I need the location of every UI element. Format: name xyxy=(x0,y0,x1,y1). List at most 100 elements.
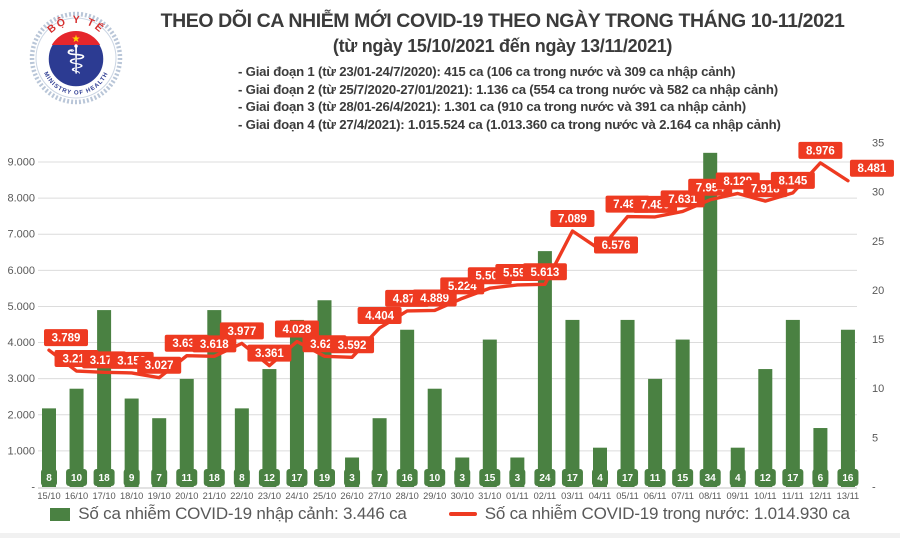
phase-3-line: - Giai đoạn 3 (từ 28/01-26/4/2021): 1.30… xyxy=(238,99,746,115)
left-axis-tick: 5.000 xyxy=(7,301,35,313)
bar-value-label: 3 xyxy=(349,473,355,484)
x-axis-date-label: 31/10 xyxy=(478,491,501,501)
line-value-box xyxy=(137,356,182,374)
bar-value-callout xyxy=(454,469,471,486)
bar-imported-cases xyxy=(69,388,84,487)
line-value-box xyxy=(770,171,815,189)
x-axis-date-label: 21/10 xyxy=(203,491,226,501)
bar-value-label: 3 xyxy=(459,473,465,484)
page-subtitle: (từ ngày 15/10/2021 đến ngày 13/11/2021) xyxy=(332,36,673,56)
x-axis-date-label: 04/11 xyxy=(589,491,612,501)
imported-cases-swatch xyxy=(50,507,71,521)
bar-value-label: 18 xyxy=(209,473,221,484)
logo-outer-ring xyxy=(29,11,123,105)
legend-item-domestic: Số ca nhiễm COVID-19 trong nước: 1.014.9… xyxy=(448,504,850,524)
bar-value-label: 18 xyxy=(99,473,111,484)
bar-imported-cases xyxy=(840,329,855,487)
phase-4-line: - Giai đoạn 4 (từ 27/4/2021): 1.015.524 … xyxy=(238,116,781,132)
bar-imported-cases xyxy=(427,388,442,487)
line-value-box xyxy=(247,344,292,362)
left-axis-tick: 4.000 xyxy=(7,337,35,349)
bar-value-label: 17 xyxy=(787,473,799,484)
line-value-label: 8.145 xyxy=(778,175,807,187)
bar-value-label: 24 xyxy=(539,473,551,484)
bar-value-callout xyxy=(371,469,388,486)
line-value-label: 3.977 xyxy=(227,326,256,338)
bar-value-label: 10 xyxy=(429,473,441,484)
bar-imported-cases xyxy=(565,319,580,487)
right-axis-tick: 10 xyxy=(872,383,884,395)
line-value-box xyxy=(522,263,567,281)
bar-imported-cases xyxy=(537,251,552,487)
x-axis-date-label: 24/10 xyxy=(285,491,308,501)
logo-thin-ring xyxy=(35,17,117,99)
bar-value-callout xyxy=(66,469,88,486)
bar-value-callout xyxy=(314,469,335,486)
bar-value-label: 16 xyxy=(402,473,414,484)
logo-star-icon: ★ xyxy=(72,34,81,45)
x-axis-date-label: 19/10 xyxy=(148,491,171,501)
x-axis-date-label: 07/11 xyxy=(671,491,694,501)
line-value-label: 8.976 xyxy=(806,145,835,157)
bar-value-label: 17 xyxy=(291,473,303,484)
bar-value-label: 15 xyxy=(484,473,496,484)
bar-imported-cases xyxy=(97,310,112,487)
chart-legend: Số ca nhiễm COVID-19 nhập cảnh: 3.446 ca… xyxy=(0,504,900,524)
bar-value-label: 8 xyxy=(46,473,52,484)
bottom-edge-strip xyxy=(0,533,900,538)
line-value-box xyxy=(798,141,843,159)
x-axis-date-label: 05/11 xyxy=(616,491,639,501)
right-axis-tick: - xyxy=(872,482,876,494)
bar-value-callout xyxy=(176,469,198,486)
domestic-cases-swatch xyxy=(448,512,477,516)
x-axis-date-label: 23/10 xyxy=(258,491,281,501)
bar-value-callout xyxy=(479,469,501,486)
x-axis-date-label: 17/10 xyxy=(92,491,115,501)
legend-item-imported: Số ca nhiễm COVID-19 nhập cảnh: 3.446 ca xyxy=(50,504,407,524)
bar-value-callout xyxy=(424,469,446,486)
line-value-label: 6.576 xyxy=(602,240,631,252)
phase-2-line: - Giai đoạn 2 (từ 25/7/2020-27/01/2021):… xyxy=(238,81,778,97)
bar-value-callout xyxy=(93,469,115,486)
line-value-box xyxy=(550,210,595,228)
bar-value-callout xyxy=(754,469,776,486)
line-value-box xyxy=(44,329,88,347)
line-value-box xyxy=(849,159,894,177)
bar-imported-cases xyxy=(620,319,635,487)
right-axis-tick: 35 xyxy=(872,138,884,150)
bar-value-label: 3 xyxy=(515,473,521,484)
bar-imported-cases xyxy=(234,408,249,487)
bar-value-callout xyxy=(286,469,308,486)
right-axis-tick: 30 xyxy=(872,187,884,199)
bar-imported-cases xyxy=(675,339,690,487)
right-axis-tick: 25 xyxy=(872,236,884,248)
bar-value-label: 12 xyxy=(760,473,772,484)
bar-imported-cases xyxy=(289,319,304,487)
bar-value-label: 12 xyxy=(264,473,276,484)
left-axis-tick: 6.000 xyxy=(7,265,35,277)
bar-value-label: 16 xyxy=(842,473,854,484)
bar-value-callout xyxy=(233,469,250,486)
bar-imported-cases xyxy=(482,339,497,487)
bar-imported-cases xyxy=(42,408,56,487)
x-axis-date-label: 25/10 xyxy=(313,491,336,501)
bar-value-label: 34 xyxy=(705,473,717,484)
bar-imported-cases xyxy=(400,329,415,487)
bar-imported-cases xyxy=(758,369,773,487)
bar-value-label: 17 xyxy=(622,473,634,484)
bar-value-callout xyxy=(812,469,829,486)
line-value-label: 7.089 xyxy=(558,214,587,226)
x-axis-date-label: 11/11 xyxy=(782,491,804,501)
x-axis-date-label: 02/11 xyxy=(534,491,557,501)
logo-caduceus-icon: ⚕ xyxy=(65,38,87,84)
bar-value-callout xyxy=(396,469,418,486)
legend-domestic-label: Số ca nhiễm COVID-19 trong nước: 1.014.9… xyxy=(484,504,850,523)
bar-value-label: 7 xyxy=(156,473,162,484)
bar-value-callout xyxy=(729,469,746,486)
line-value-box xyxy=(594,236,638,254)
bar-value-callout xyxy=(534,469,556,486)
right-axis-tick: 15 xyxy=(872,334,884,346)
x-axis-date-label: 06/11 xyxy=(644,491,667,501)
bar-value-callout xyxy=(644,469,666,486)
ministry-of-health-logo: ★ ⚕ BỘ Y TẾ MINISTRY OF HEALTH xyxy=(29,11,123,105)
